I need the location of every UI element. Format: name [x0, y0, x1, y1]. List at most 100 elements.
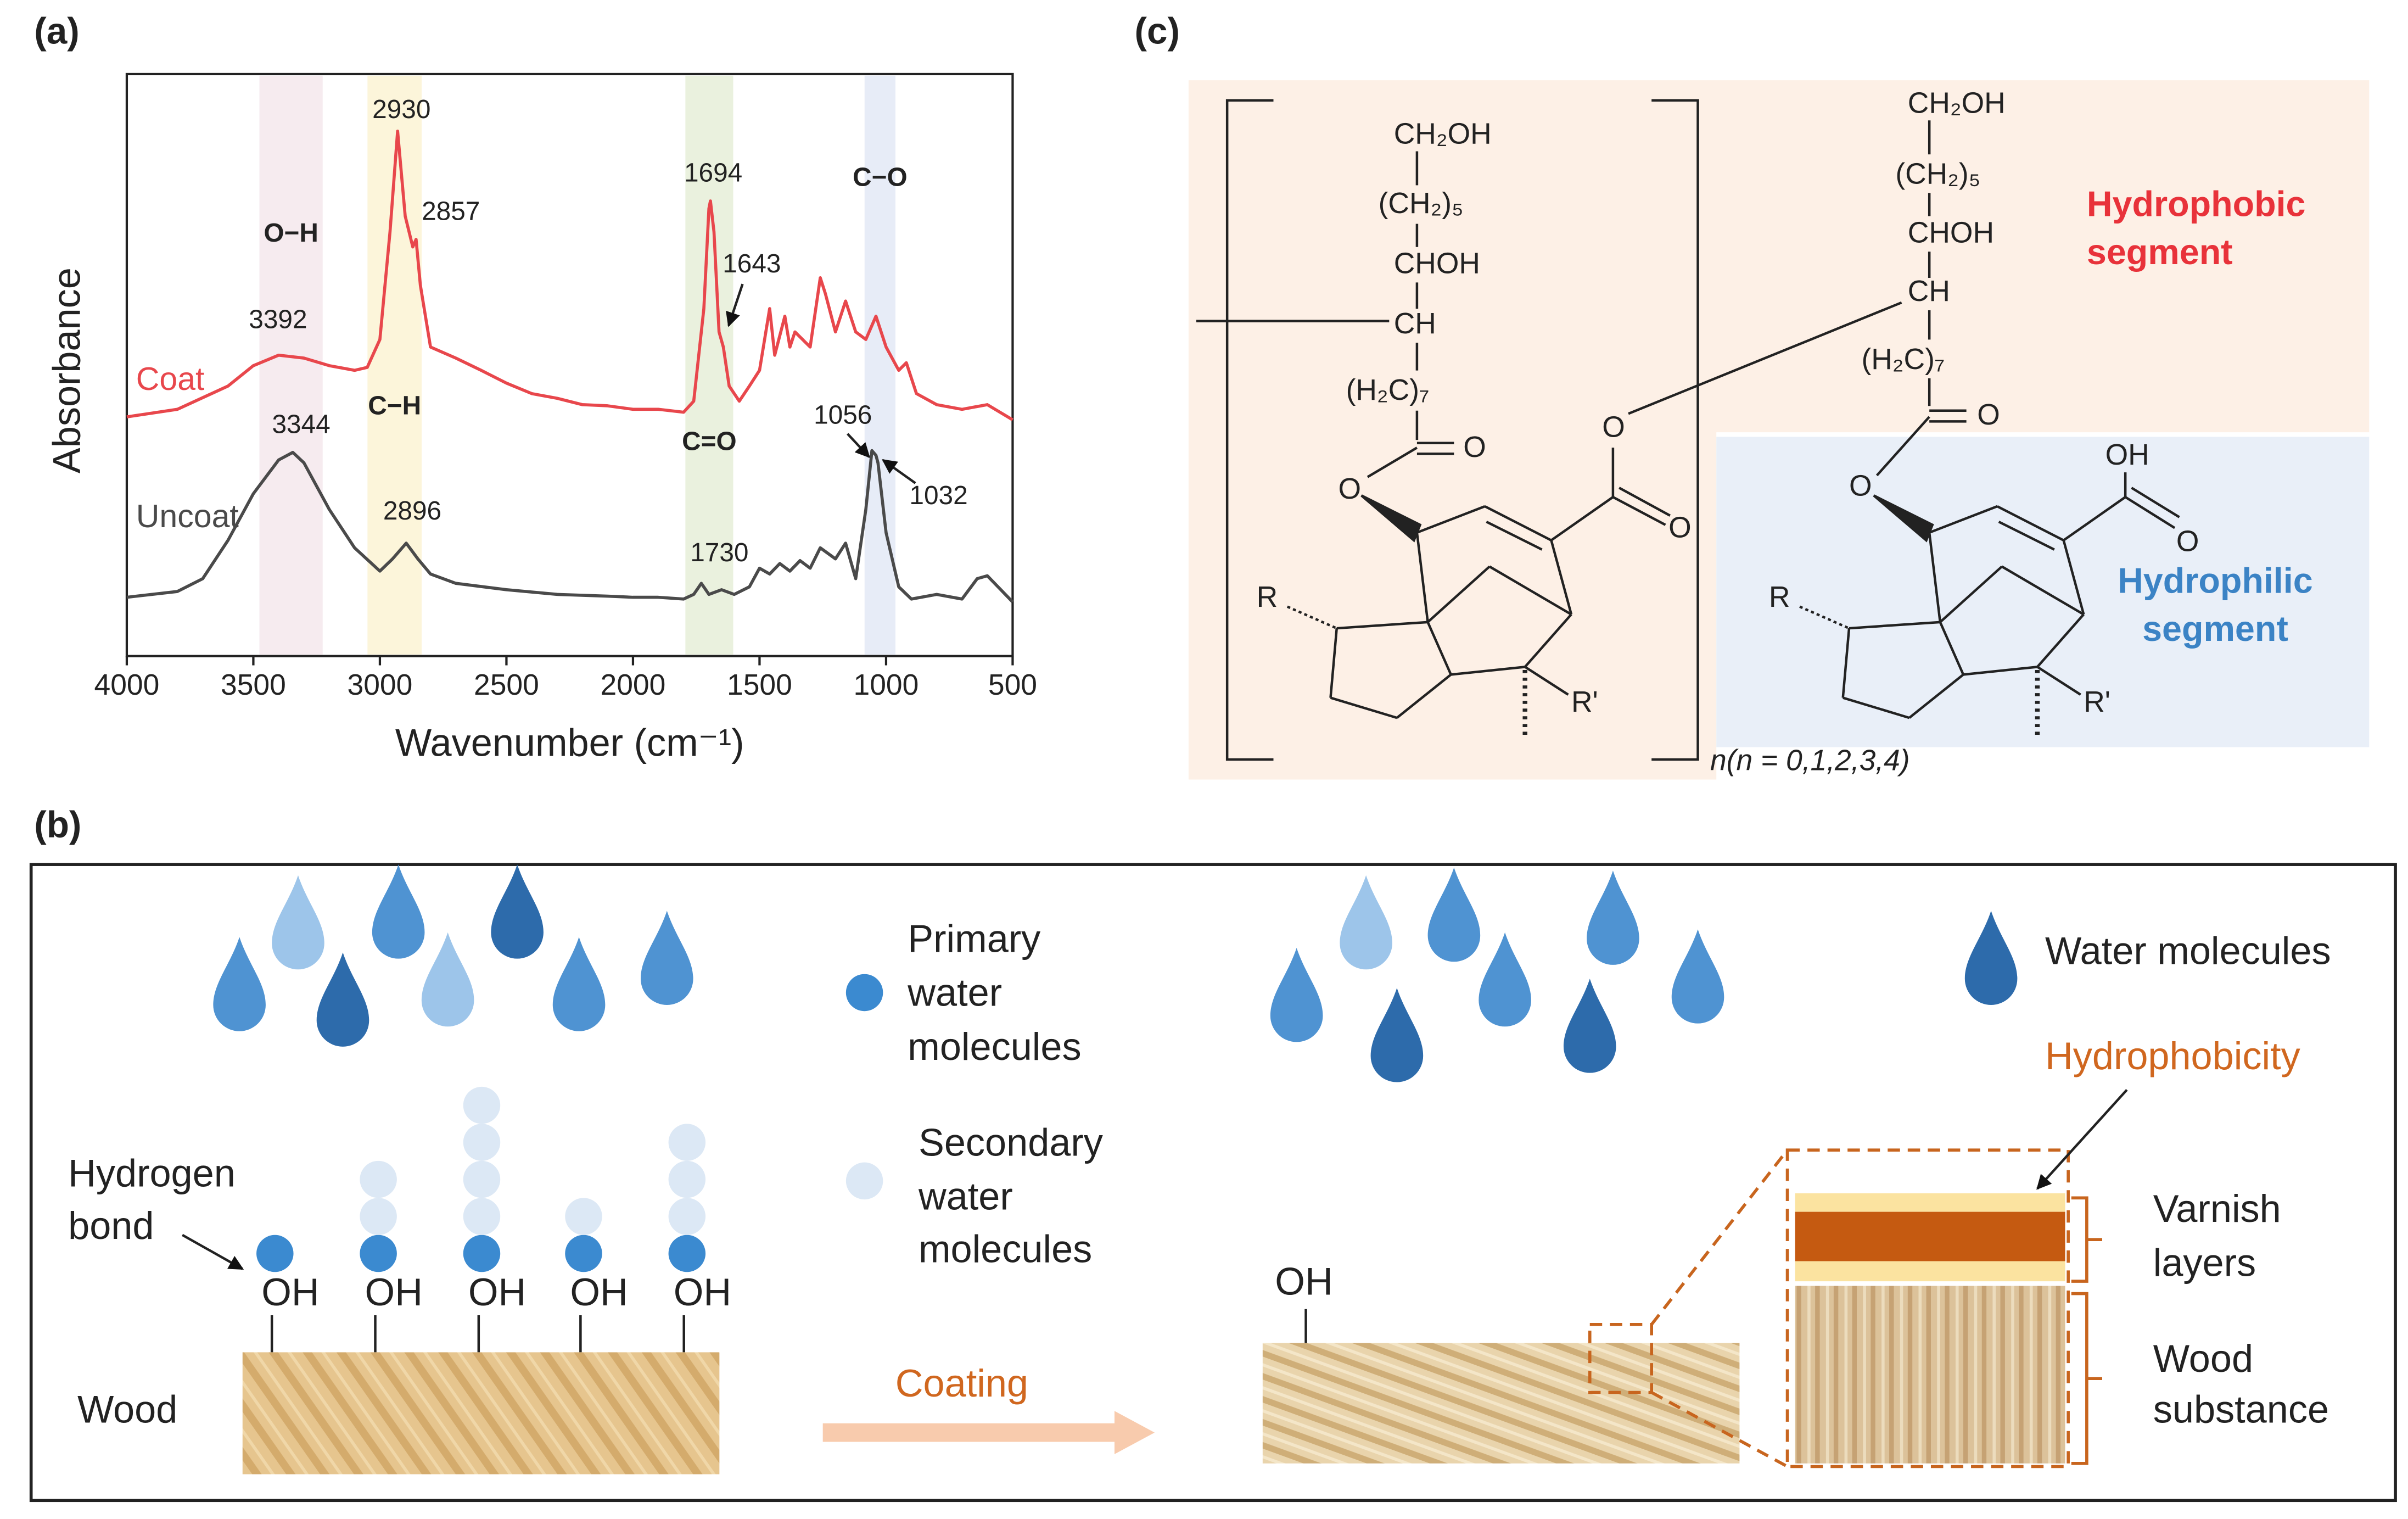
water-drop — [1427, 867, 1481, 962]
water-drop — [372, 864, 425, 959]
plot-frame — [125, 72, 1014, 657]
atom-label: CH₂OH (CH₂)₅ CHOH CH (H₂C)₇ O O O O R R'… — [1257, 87, 2199, 777]
band-label: C−H — [368, 392, 421, 421]
water-drop — [316, 952, 369, 1047]
atom-label: O — [1977, 399, 2000, 431]
scheme-label: water — [907, 971, 1002, 1014]
water-drop — [491, 864, 544, 959]
scheme-label: Primary water molecules Secondary water … — [68, 917, 2331, 1431]
secondary-legend — [845, 1162, 883, 1200]
peak-label: 1056 — [814, 401, 872, 430]
wood-block — [242, 1352, 720, 1475]
secondary-molecule — [463, 1160, 501, 1198]
atom-label: R — [1257, 581, 1278, 613]
water-drop — [1587, 870, 1639, 965]
scheme-label: molecules — [908, 1025, 1081, 1068]
scheme-label: Wood — [77, 1388, 177, 1431]
panel-label: (a) — [34, 11, 79, 52]
scheme-label: Varnish — [2153, 1187, 2281, 1230]
scheme-label: water — [918, 1175, 1013, 1218]
inset-frame — [1588, 1148, 2070, 1468]
scheme-label: bond — [68, 1204, 154, 1247]
scheme-label: Hydrogen — [68, 1152, 236, 1195]
peak-label: 2857 — [422, 197, 480, 226]
atom-label: O — [1668, 511, 1692, 544]
atom-label: O — [1849, 470, 1872, 502]
secondary-molecule — [565, 1198, 602, 1235]
water-drop — [1340, 875, 1392, 970]
annotation-arrow — [847, 433, 870, 459]
atom-label: O — [1339, 473, 1362, 505]
atom-label: OH — [2105, 439, 2149, 471]
wood-block — [1795, 1261, 2065, 1282]
bond — [1550, 496, 1614, 541]
oh-label: OH — [365, 1270, 423, 1314]
pointer-arrow — [182, 1089, 2128, 1343]
atom-label: R — [1769, 581, 1790, 613]
peak-label: 1643 — [723, 249, 781, 278]
atom-label: CH₂OH — [1394, 118, 1492, 150]
secondary-molecule — [668, 1198, 706, 1235]
atom-label: CHOH — [1394, 248, 1480, 280]
water-drop — [1370, 988, 1424, 1082]
wood-block — [1795, 1286, 2065, 1464]
bond — [1367, 446, 1418, 478]
water-drop — [213, 937, 266, 1031]
annotation-arrow — [882, 459, 916, 484]
primary-legend — [845, 974, 883, 1012]
x-tick-label: 3000 — [348, 669, 413, 701]
bracket — [2071, 1196, 2102, 1465]
peak-label: 1694 — [684, 158, 742, 187]
annotation-arrow — [726, 283, 744, 327]
bond — [2063, 496, 2126, 541]
wood-block — [1795, 1211, 2065, 1261]
peak-label: 3392 — [249, 305, 307, 334]
secondary-molecule — [463, 1124, 501, 1161]
water-drop — [421, 932, 474, 1027]
band — [259, 75, 323, 655]
atom-label: CH — [1394, 308, 1436, 340]
peak-label: 1032 — [909, 481, 967, 510]
pointer-arrow — [182, 1233, 244, 1270]
water-drop — [1964, 911, 2018, 1005]
atom-label: (H₂C)₇ — [1346, 374, 1430, 406]
secondary-molecule — [463, 1086, 501, 1124]
atom-label: n(n = 0,1,2,3,4) — [1710, 745, 1910, 777]
inset-frame — [1650, 1149, 1789, 1326]
water-drop — [1563, 979, 1616, 1073]
panel-frame — [29, 863, 2397, 1503]
atom-label: (CH₂)₅ — [1895, 158, 1980, 191]
atom-label: (CH₂)₅ — [1379, 187, 1464, 220]
scheme-label: molecules — [919, 1227, 1092, 1270]
atom-label: R' — [1571, 686, 1598, 718]
band-label: C=O — [682, 427, 737, 456]
oh-label: OH — [570, 1270, 628, 1314]
peak-label: 3344 — [272, 410, 330, 439]
x-tick-label: 2500 — [474, 669, 539, 701]
scheme-label: substance — [2153, 1388, 2329, 1431]
x-axis-title: Wavenumber (cm⁻¹) — [395, 721, 744, 764]
secondary-molecule — [360, 1198, 397, 1235]
panel-label: (c) — [1135, 11, 1180, 52]
spectrum-line — [126, 129, 1013, 421]
atom-label: O — [1602, 411, 1625, 444]
peak-label: 1730 — [690, 538, 748, 567]
segment-background — [1188, 80, 2370, 780]
water-drop — [1270, 947, 1323, 1042]
scheme-label: OH — [1275, 1259, 1332, 1303]
oh-label: OH — [468, 1270, 526, 1314]
segment-label: segment — [2087, 232, 2233, 272]
inset-frame — [1650, 1391, 1788, 1468]
band-label: O−H — [264, 219, 318, 248]
segment-label: Hydrophobic — [2087, 184, 2306, 224]
atom-label: O — [2176, 526, 2199, 558]
water-drop — [1671, 929, 1724, 1024]
x-tick-label: 500 — [988, 669, 1037, 701]
atom-label: O — [1463, 431, 1486, 463]
x-tick-label: 4000 — [94, 669, 160, 701]
secondary-molecule — [463, 1198, 501, 1235]
atom-label: (H₂C)₇ — [1861, 343, 1945, 376]
panel-label: (b) — [34, 804, 81, 845]
water-drop — [1479, 932, 1531, 1027]
atom-label: CHOH — [1908, 216, 1994, 249]
